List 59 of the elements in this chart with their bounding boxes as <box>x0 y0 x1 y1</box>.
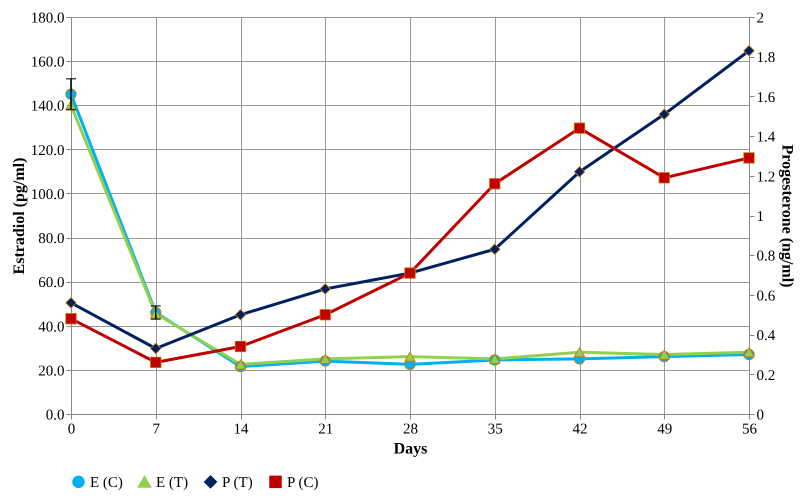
x-tick-label: 7 <box>152 422 160 438</box>
y2-tick-label: 1.4 <box>756 130 776 146</box>
point <box>489 178 500 190</box>
legend-label: P (C) <box>287 474 319 491</box>
y2-tick-label: 1.2 <box>756 169 776 186</box>
y-tick-label: 100.0 <box>30 186 64 203</box>
x-tick-label: 0 <box>68 422 76 438</box>
point <box>743 152 755 164</box>
y2-tick-label: 0.2 <box>756 368 776 384</box>
point <box>658 350 670 360</box>
y-tick-label: 120.0 <box>30 142 64 159</box>
point <box>320 354 331 364</box>
point <box>65 297 77 308</box>
y2-tick-label: 0 <box>756 408 764 424</box>
y2-tick-label: 0.6 <box>756 288 776 304</box>
point <box>658 108 670 120</box>
x-axis-title: Days <box>394 440 428 458</box>
point <box>150 342 162 354</box>
point <box>320 283 331 295</box>
x-tick-label: 49 <box>657 422 672 438</box>
point <box>150 356 162 368</box>
x-tick-label: 21 <box>318 422 334 438</box>
point <box>65 313 77 324</box>
y-tick-label: 40.0 <box>38 319 64 336</box>
y2-tick-label: 1.8 <box>756 50 776 66</box>
y2-axis-title: Progesterone (ng/ml) <box>778 144 796 288</box>
y2-tick-label: 1 <box>756 209 764 225</box>
y-tick-label: 20.0 <box>38 363 64 380</box>
y-tick-label: 80.0 <box>38 231 64 248</box>
point <box>743 347 755 358</box>
x-tick-label: 35 <box>488 422 503 438</box>
point <box>320 309 331 320</box>
y2-tick-label: 0.4 <box>756 328 776 344</box>
y-tick-label: 140.0 <box>30 98 64 115</box>
point <box>574 122 586 134</box>
point <box>234 309 246 320</box>
x-tick-label: 28 <box>403 422 418 438</box>
y-tick-label: 60.0 <box>38 275 64 292</box>
y-tick-label: 180.0 <box>30 10 64 26</box>
y2-tick-label: 1.6 <box>756 90 776 106</box>
y2-tick-label: 0.8 <box>756 248 776 265</box>
y2-tick-label: 2 <box>756 10 764 26</box>
x-tick-label: 56 <box>742 422 758 438</box>
x-tick-label: 14 <box>234 422 249 438</box>
point <box>658 172 670 184</box>
x-tick-label: 42 <box>572 422 588 438</box>
y-axis-title: Estradiol (pg/ml) <box>10 158 28 274</box>
point <box>574 347 586 358</box>
point <box>489 244 500 255</box>
point <box>743 45 755 56</box>
point <box>234 340 246 352</box>
legend-label: P (T) <box>222 474 253 491</box>
legend-label: E (T) <box>156 475 188 492</box>
y-tick-label: 160.0 <box>30 54 64 71</box>
point <box>574 166 586 178</box>
y-tick-label: 0.0 <box>46 408 64 424</box>
point <box>234 359 246 370</box>
legend-label: E (C) <box>90 474 123 491</box>
point <box>404 352 416 362</box>
